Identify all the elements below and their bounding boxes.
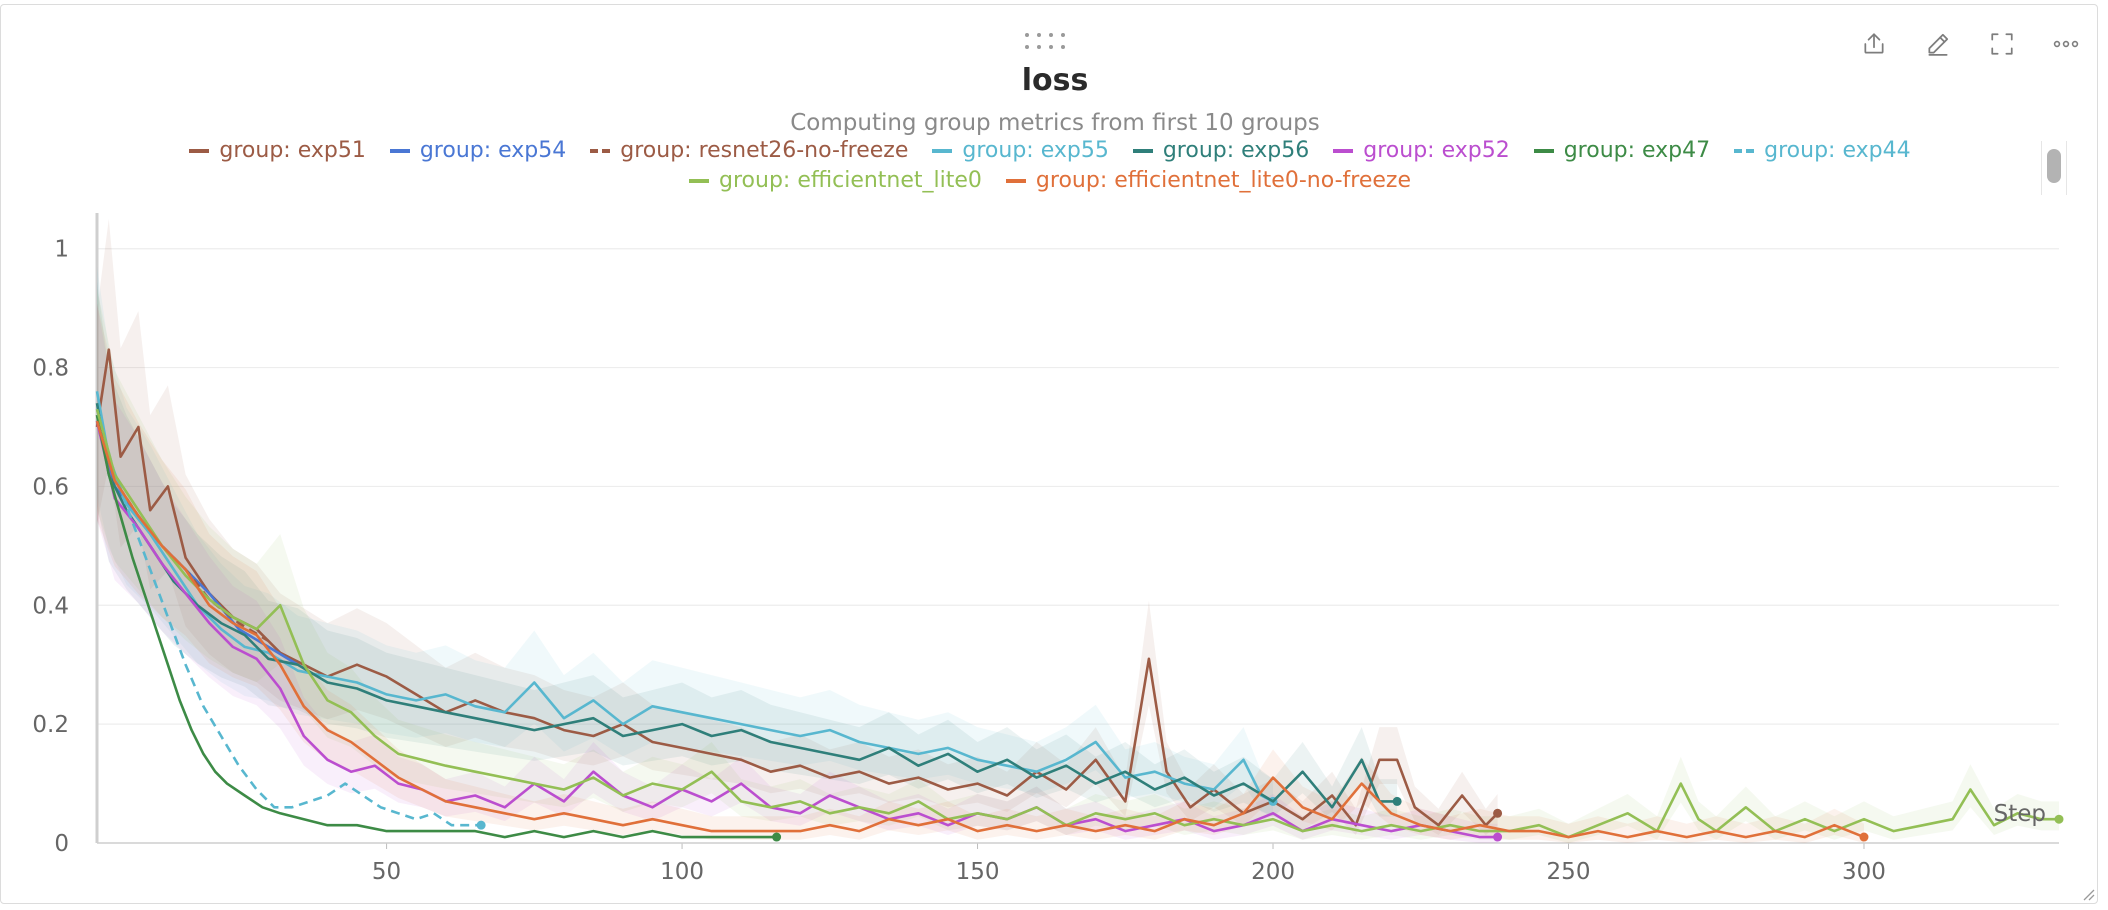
legend-item[interactable]: group: exp44 bbox=[1734, 138, 1911, 164]
legend-item[interactable]: group: exp55 bbox=[932, 138, 1109, 164]
y-tick-label: 1 bbox=[54, 237, 69, 263]
legend-item[interactable]: group: exp56 bbox=[1132, 138, 1310, 164]
more-horizontal-icon[interactable] bbox=[2049, 27, 2083, 61]
share-icon[interactable] bbox=[1857, 27, 1891, 61]
y-tick-label: 0 bbox=[54, 831, 69, 857]
legend-label: group: exp55 bbox=[962, 138, 1109, 163]
legend-scrollbar-thumb[interactable] bbox=[2047, 149, 2061, 183]
y-tick-label: 0.2 bbox=[32, 712, 69, 738]
legend-label: group: efficientnet_lite0 bbox=[719, 168, 982, 193]
x-tick-label: 200 bbox=[1251, 859, 1295, 885]
series-line bbox=[95, 420, 1498, 839]
y-tick-label: 0.6 bbox=[32, 474, 69, 500]
legend-swatch bbox=[1734, 149, 1755, 153]
legend-swatch bbox=[590, 149, 611, 153]
drag-handle-icon[interactable] bbox=[1025, 31, 1077, 55]
series-line bbox=[95, 420, 1865, 839]
resize-handle-icon[interactable] bbox=[2083, 889, 2095, 901]
x-tick-label: 150 bbox=[956, 859, 1000, 885]
legend-item[interactable]: group: exp52 bbox=[1333, 138, 1510, 164]
legend-scrollbar[interactable] bbox=[2041, 141, 2067, 195]
legend-swatch bbox=[1533, 149, 1554, 153]
series-end-marker bbox=[1493, 808, 1503, 818]
chart-title: loss bbox=[1021, 63, 1089, 98]
legend-label: group: exp51 bbox=[219, 138, 366, 163]
legend-item[interactable]: group: efficientnet_lite0-no-freeze bbox=[1005, 168, 1411, 194]
series-line bbox=[95, 391, 1274, 803]
legend-label: group: exp52 bbox=[1363, 138, 1510, 163]
legend-swatch bbox=[189, 149, 210, 153]
series-end-marker bbox=[2054, 814, 2064, 824]
legend-swatch bbox=[1005, 179, 1026, 183]
series-line bbox=[95, 408, 482, 827]
series-end-marker bbox=[1392, 796, 1402, 806]
series-end-marker bbox=[1493, 832, 1503, 842]
legend-item[interactable]: group: resnet26-no-freeze bbox=[590, 138, 908, 164]
series-line bbox=[95, 402, 1398, 809]
x-tick-label: 50 bbox=[372, 859, 401, 885]
legend-swatch bbox=[1132, 149, 1153, 153]
legend-label: group: exp54 bbox=[419, 138, 567, 163]
x-tick-label: 100 bbox=[660, 859, 704, 885]
legend-label: group: exp44 bbox=[1764, 138, 1911, 163]
y-tick-label: 0.8 bbox=[32, 356, 69, 382]
panel-toolbar bbox=[1857, 27, 2083, 63]
series-line bbox=[95, 348, 1499, 827]
series-end-marker bbox=[772, 832, 782, 842]
series-line bbox=[95, 414, 777, 839]
legend-label: group: exp56 bbox=[1162, 138, 1310, 163]
x-tick-label: 300 bbox=[1842, 859, 1886, 885]
legend-swatch bbox=[932, 149, 953, 153]
series-band bbox=[97, 281, 1398, 822]
pencil-icon[interactable] bbox=[1921, 27, 1955, 61]
chart-legend: group: exp51 group: exp54 group: resnet26-… bbox=[85, 138, 2015, 194]
chart-panel: loss Computing group metrics from first … bbox=[0, 4, 2098, 904]
legend-label: group: efficientnet_lite0-no-freeze bbox=[1035, 168, 1411, 193]
series-band bbox=[97, 219, 1498, 835]
series-end-marker bbox=[476, 820, 486, 830]
legend-label: group: exp47 bbox=[1563, 138, 1711, 163]
chart-subtitle: Computing group metrics from first 10 gr… bbox=[790, 110, 1320, 136]
legend-label: group: resnet26-no-freeze bbox=[620, 138, 909, 163]
legend-item[interactable]: group: exp54 bbox=[389, 138, 567, 164]
legend-item[interactable]: group: efficientnet_lite0 bbox=[689, 168, 982, 194]
legend-item[interactable]: group: exp47 bbox=[1533, 138, 1711, 164]
x-axis-label: Step bbox=[1994, 801, 2046, 827]
y-tick-label: 0.4 bbox=[32, 593, 69, 619]
x-tick-label: 250 bbox=[1547, 859, 1591, 885]
legend-swatch bbox=[389, 149, 410, 153]
legend-item[interactable]: group: exp51 bbox=[189, 138, 366, 164]
legend-swatch bbox=[1333, 149, 1354, 153]
legend-swatch bbox=[689, 179, 710, 183]
fullscreen-icon[interactable] bbox=[1985, 27, 2019, 61]
series-end-marker bbox=[1859, 832, 1869, 842]
